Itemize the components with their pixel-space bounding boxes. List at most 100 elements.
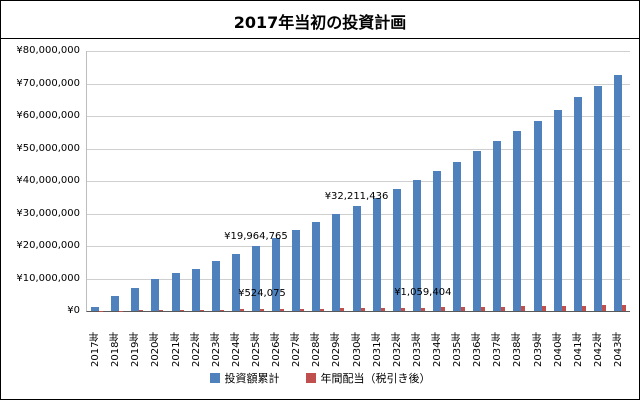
y-axis-label: ¥50,000,000 [16,142,80,154]
legend-label-dividend: 年間配当（税引き後） [320,372,431,385]
x-axis-label: 2035年 [452,331,464,367]
bar [372,197,381,311]
x-axis-label: 2039年 [532,331,544,367]
bar [312,221,321,311]
bar [300,308,305,311]
bar [380,308,385,311]
gridline [87,83,630,85]
bar [320,308,325,311]
x-axis-label: 2030年 [351,331,363,367]
bar [111,296,120,311]
bar [501,306,506,311]
bar [272,238,281,311]
bar [621,305,626,311]
x-axis-label: 2032年 [391,331,403,367]
x-axis-label: 2017年 [90,331,102,367]
x-axis-label: 2025年 [250,331,262,367]
bar [352,206,361,311]
bar [171,272,180,311]
bar [613,75,622,311]
bar [513,130,522,311]
bar [412,180,421,311]
x-axis-label: 2040年 [552,331,564,367]
bar [461,307,466,311]
bar [292,229,301,311]
x-axis-label: 2024年 [230,331,242,367]
bar [553,109,562,311]
y-axis-label: ¥10,000,000 [16,272,80,284]
data-label: ¥1,059,404 [394,286,452,298]
bar [601,305,606,311]
bar [581,305,586,311]
bar [392,189,401,311]
x-axis-label: 2023年 [210,331,222,367]
x-axis: 2017年 2018年 2019年 2020年 2021年 2022年 2023年 2024年… [86,315,629,369]
x-axis-label: 2031年 [371,331,383,367]
gridline [87,51,630,52]
bar [280,309,285,311]
x-axis-label: 2041年 [572,331,584,367]
bar [151,279,160,311]
x-axis-label: 2033年 [411,331,423,367]
x-axis-label: 2027年 [291,331,303,367]
data-label: ¥524,075 [238,288,286,300]
x-axis-label: 2022年 [190,331,202,367]
y-axis-label: ¥80,000,000 [16,45,80,56]
bar [593,86,602,311]
bar [239,309,244,311]
bar [541,306,546,311]
x-axis-label: 2021年 [170,331,182,367]
bar [573,97,582,311]
legend-label-investment: 投資額累計 [224,372,280,385]
y-axis-label: ¥40,000,000 [16,175,80,186]
gridline [87,116,630,117]
bar [432,171,441,311]
gridline [87,181,630,182]
y-axis-label: ¥70,000,000 [16,77,80,89]
bar [219,309,224,311]
y-axis-label: ¥60,000,000 [16,110,80,121]
bar [400,307,405,311]
bar [251,246,260,311]
bar [199,309,204,311]
legend: 投資額累計 年間配当（税引き後） [1,370,639,386]
x-axis-label: 2029年 [331,331,343,367]
bar [453,161,462,311]
legend-swatch-blue-icon [209,373,220,383]
data-label: ¥32,211,436 [324,191,389,203]
x-axis-label: 2026年 [271,331,283,367]
bar [191,268,200,311]
bar [179,310,184,311]
x-axis-label: 2020年 [150,331,162,367]
x-axis-label: 2036年 [472,331,484,367]
chart-title: 2017年当初の投資計画 [233,13,407,32]
bar [259,309,264,311]
bar [211,260,220,311]
bar [139,310,144,311]
x-axis-label: 2018年 [110,331,122,367]
legend-item-dividend: 年間配当（税引き後） [305,370,431,386]
legend-item-investment: 投資額累計 [209,370,280,386]
bar [440,307,445,311]
x-axis-label: 2019年 [130,331,142,367]
bar [473,150,482,311]
x-axis-label: 2034年 [431,331,443,367]
x-axis-label: 2038年 [512,331,524,367]
x-axis-label: 2042年 [592,331,604,367]
title-divider [1,38,639,39]
bar [159,310,164,311]
y-axis-label: ¥20,000,000 [16,240,80,251]
bar [231,254,240,311]
legend-swatch-red-icon [305,373,316,383]
bar [332,213,341,311]
plot-area: ¥19,964,765 ¥32,211,436 ¥524,075 ¥1,059,404 [86,51,630,312]
bar [533,120,542,311]
x-axis-label: 2028年 [311,331,323,367]
bar [340,308,345,311]
bar [420,307,425,311]
x-axis-label: 2043年 [612,331,624,367]
bar [493,141,502,311]
y-axis-label: ¥30,000,000 [16,207,80,219]
bar [481,306,486,311]
